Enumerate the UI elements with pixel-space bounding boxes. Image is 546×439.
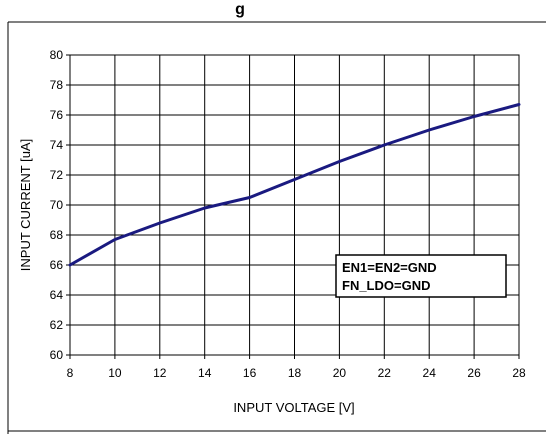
x-tick-label: 8 [67,366,74,380]
y-tick-label: 74 [50,138,64,152]
y-tick-label: 66 [50,258,64,272]
y-tick-label: 80 [50,48,64,62]
x-tick-label: 24 [423,366,437,380]
x-tick-label: 10 [108,366,122,380]
x-tick-label: 20 [333,366,347,380]
annotation-line-2: FN_LDO=GND [342,278,430,293]
x-tick-labels: 8 10 12 14 16 18 20 22 24 26 28 [67,366,526,380]
y-tick-label: 76 [50,108,64,122]
y-tick-label: 68 [50,228,64,242]
y-tick-label: 64 [50,288,64,302]
annotation-line-1: EN1=EN2=GND [342,260,437,275]
x-tick-label: 16 [243,366,257,380]
y-axis-label: INPUT CURRENT [uA] [18,139,33,271]
plot-area-border [69,54,520,356]
y-tick-label: 60 [50,348,64,362]
annotation-frame [335,254,507,298]
y-tick-label: 70 [50,198,64,212]
x-tick-label: 26 [467,366,481,380]
y-tick-label: 78 [50,78,64,92]
x-tick-label: 28 [512,366,526,380]
x-tick-label: 14 [198,366,212,380]
grid [66,54,520,359]
x-tick-label: 12 [153,366,167,380]
chart-title: g [235,1,245,18]
y-tick-label: 72 [50,168,64,182]
y-tick-labels: 60 62 64 66 68 70 72 74 76 78 80 [50,48,64,362]
series-group [68,103,521,267]
y-tick-label: 62 [50,318,64,332]
annotation-box: EN1=EN2=GND FN_LDO=GND [335,254,507,298]
x-tick-label: 22 [378,366,392,380]
x-axis-label: INPUT VOLTAGE [V] [233,400,354,415]
series-line [68,103,521,267]
x-tick-label: 18 [288,366,302,380]
